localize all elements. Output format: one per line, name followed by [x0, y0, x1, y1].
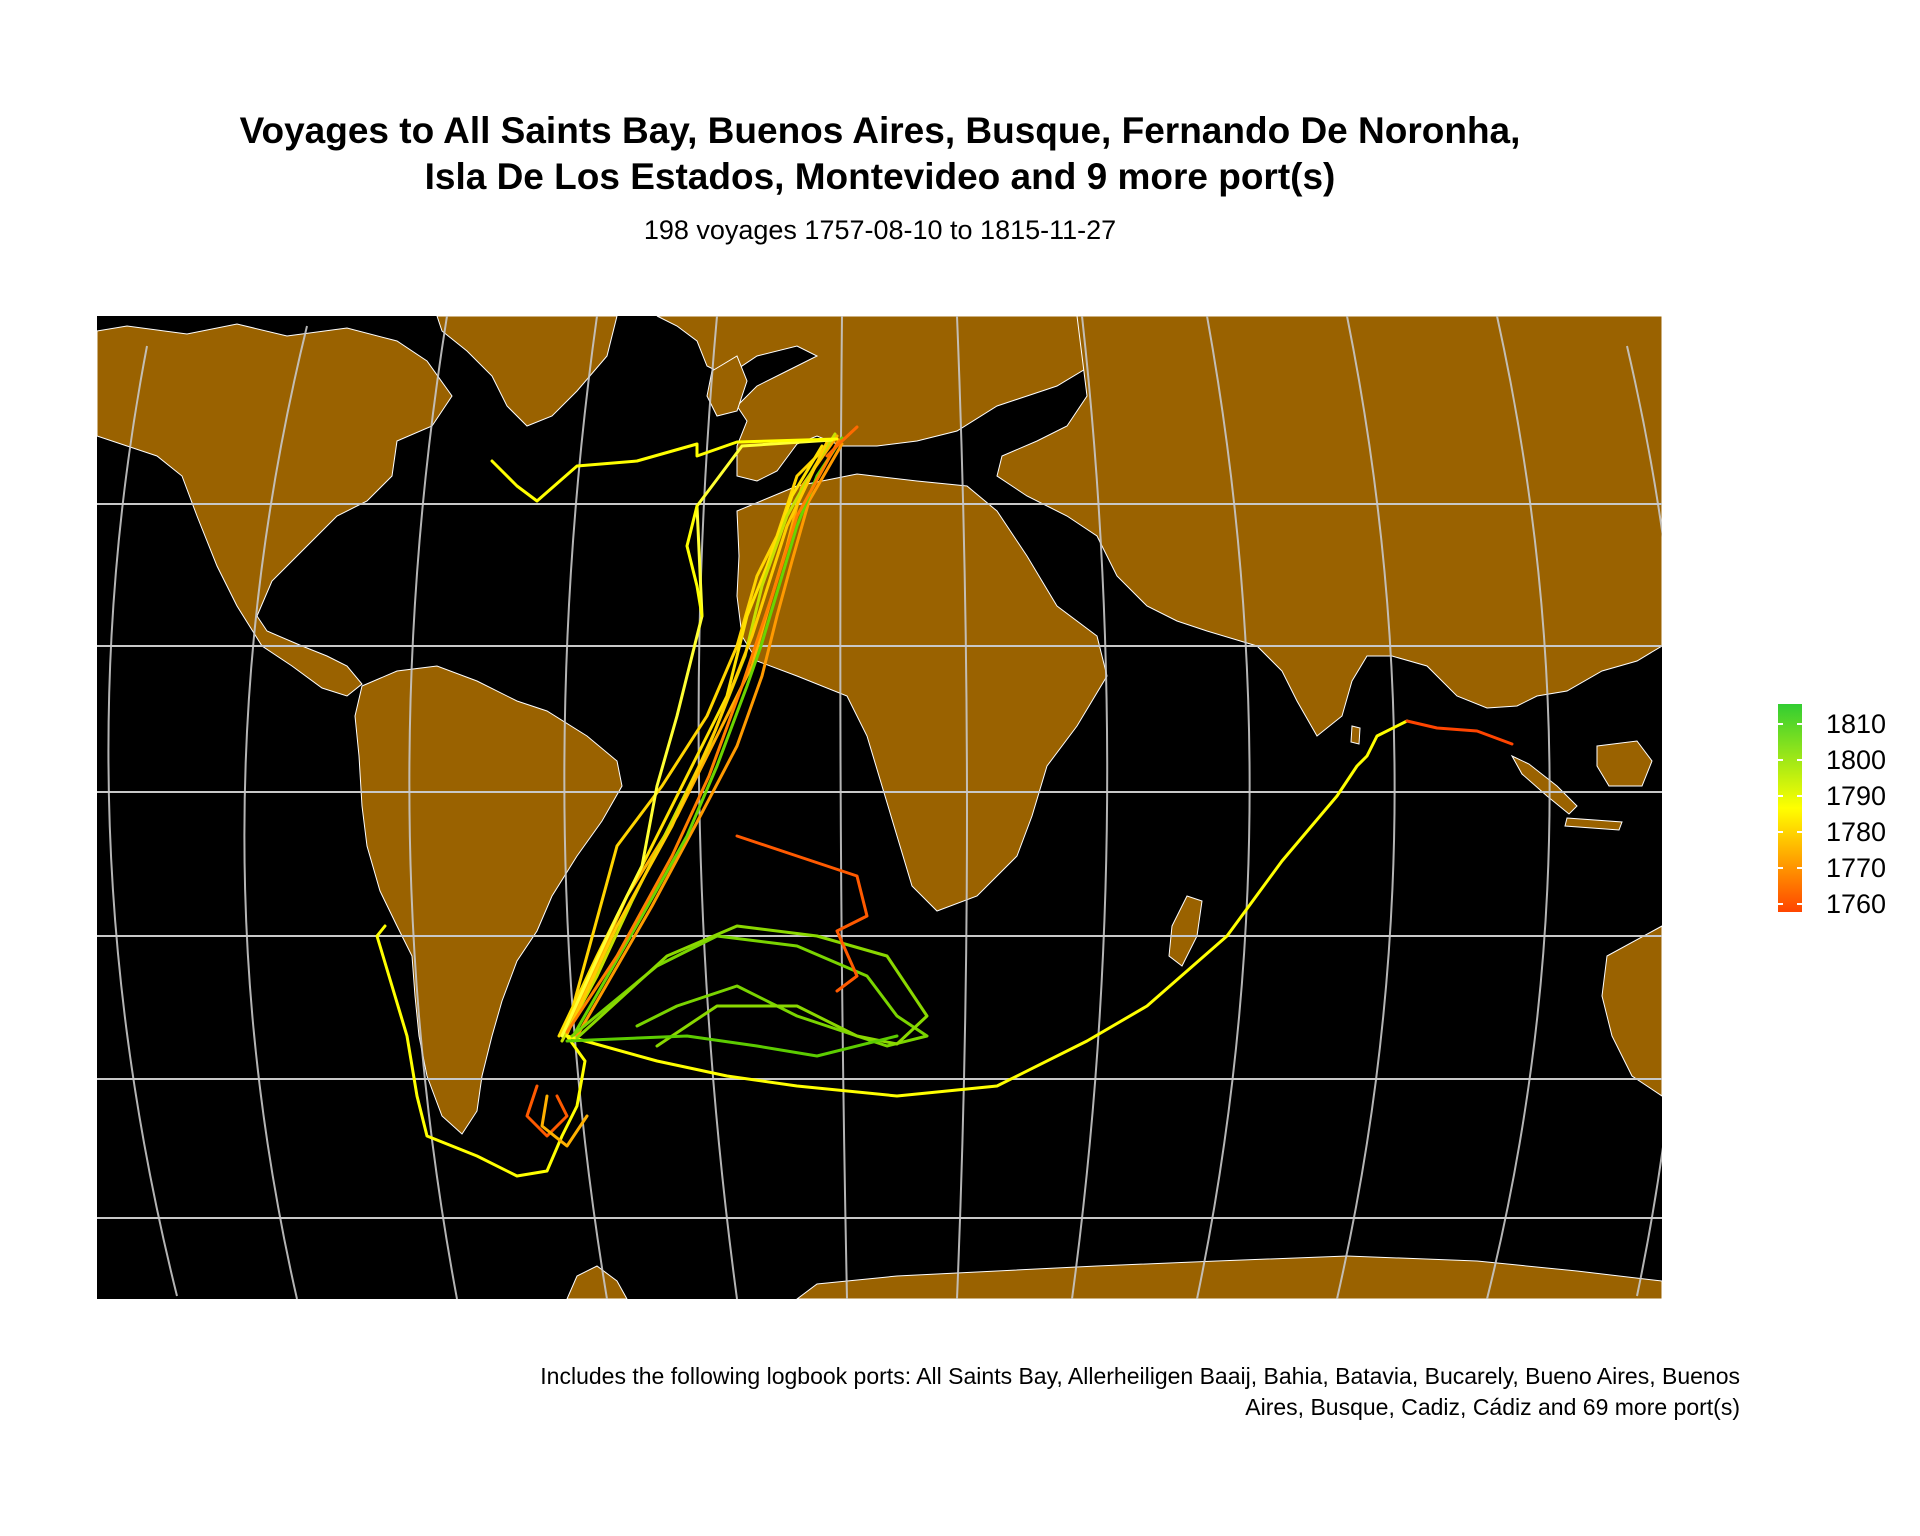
legend-color-bar [1778, 704, 1802, 912]
voyage-track [525, 1084, 569, 1138]
land-south-america [354, 665, 623, 1135]
voyage-track [565, 438, 841, 1034]
voyage-track [825, 425, 859, 458]
caption-line-1: Includes the following logbook ports: Al… [540, 1363, 1740, 1389]
land-asia [996, 316, 1662, 737]
land-java [1564, 817, 1623, 831]
land-africa [736, 473, 1108, 912]
title-line-1: Voyages to All Saints Bay, Buenos Aires,… [239, 110, 1521, 151]
year-legend: 1810 1800 1790 1780 1770 1760 [1774, 702, 1894, 919]
legend-tick-label: 1760 [1826, 889, 1887, 919]
legend-tick-label: 1790 [1826, 781, 1887, 811]
legend-tick-label: 1780 [1826, 817, 1887, 847]
voyage-track [575, 924, 929, 1048]
land-british-isles [706, 355, 748, 417]
graticule-parallels [97, 503, 1662, 1219]
title-line-2: Isla De Los Estados, Montevideo and 9 mo… [424, 156, 1336, 197]
land-north-america [97, 323, 453, 697]
voyage-track [565, 440, 829, 1036]
voyage-tracks [375, 425, 1514, 1178]
land-sri-lanka [1350, 725, 1361, 745]
land-antarctic-peninsula [566, 1265, 628, 1299]
voyage-track [1405, 719, 1514, 746]
voyage-track [685, 504, 704, 618]
legend-tick-label: 1810 [1826, 709, 1887, 739]
voyage-track [570, 934, 929, 1048]
map-title: Voyages to All Saints Bay, Buenos Aires,… [0, 108, 1760, 200]
land-madagascar [1168, 895, 1203, 967]
voyage-track [565, 1034, 899, 1058]
ports-caption: Includes the following logbook ports: Al… [180, 1361, 1740, 1423]
voyage-track [563, 439, 834, 1038]
voyage-track [375, 924, 587, 1178]
legend-tick-label: 1800 [1826, 745, 1887, 775]
voyage-track [735, 834, 869, 993]
land-borneo [1596, 740, 1653, 787]
world-map [97, 316, 1662, 1299]
land-australia [1601, 925, 1662, 1097]
land-greenland [436, 316, 618, 427]
voyage-track [490, 437, 839, 503]
map-subtitle: 198 voyages 1757-08-10 to 1815-11-27 [643, 215, 1117, 245]
land-sumatra [1510, 754, 1578, 815]
voyage-track [540, 1094, 589, 1148]
voyage-track [565, 719, 1409, 1098]
land-antarctica [796, 1255, 1662, 1299]
voyage-track [575, 442, 844, 1038]
caption-line-2: Aires, Busque, Cadiz, Cádiz and 69 more … [1245, 1394, 1740, 1420]
voyage-track [560, 438, 834, 1038]
graticule-meridians [107, 316, 1662, 1299]
legend-tick-label: 1770 [1826, 853, 1887, 883]
